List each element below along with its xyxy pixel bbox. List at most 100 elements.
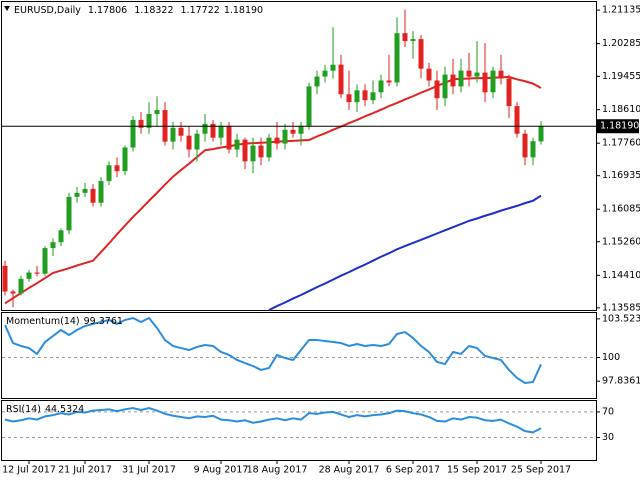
- current-price-label: 1.18190: [600, 121, 639, 132]
- y-tick-label: 1.21135: [602, 5, 640, 16]
- chart-header: EURUSD,Daily 1.17806 1.18322 1.17722 1.18190: [14, 5, 263, 16]
- candle-body: [298, 125, 304, 134]
- candle-body: [226, 125, 232, 150]
- y-tick-label: 1.20285: [602, 38, 640, 49]
- y-tick-label: 1.16935: [602, 170, 640, 181]
- candle-body: [210, 123, 216, 138]
- candle-body: [282, 129, 288, 144]
- y-tick-label: 103.5235: [602, 313, 640, 324]
- x-tick-label: 9 Aug 2017: [194, 465, 249, 476]
- candle-body: [146, 114, 152, 128]
- candle-body: [498, 70, 504, 79]
- candle-body: [490, 70, 496, 93]
- candle-body: [258, 145, 264, 158]
- candle-body: [26, 272, 32, 279]
- candle-body: [170, 127, 176, 142]
- y-tick-label: 1.16085: [602, 204, 640, 215]
- x-tick-label: 6 Sep 2017: [386, 465, 440, 476]
- candle-body: [66, 196, 72, 231]
- candle-body: [218, 125, 224, 138]
- candle-body: [194, 133, 200, 150]
- candle-body: [242, 139, 248, 162]
- candle-body: [450, 74, 456, 87]
- current-price-box: [596, 119, 639, 134]
- candle-body: [50, 242, 56, 249]
- candle-body: [394, 33, 400, 83]
- candle-body: [402, 33, 408, 42]
- indicator-line: [268, 194, 542, 311]
- y-tick-label: 1.19455: [602, 71, 640, 82]
- candle-body: [514, 106, 520, 134]
- candle-body: [90, 188, 96, 203]
- candle-body: [42, 248, 48, 274]
- candle-body: [2, 265, 8, 292]
- candle-body: [306, 86, 312, 126]
- y-tick-label: 1.17760: [602, 138, 640, 149]
- header-value: 1.17722: [181, 5, 220, 16]
- candle-body: [10, 291, 16, 294]
- x-tick-label: 18 Aug 2017: [247, 465, 308, 476]
- y-tick-label: 30: [602, 432, 614, 443]
- y-tick-label: 1.13585: [602, 302, 640, 313]
- indicator-header: RSI(14) 44.5324: [6, 404, 84, 415]
- indicator-value: 44.5324: [45, 404, 84, 415]
- candle-body: [138, 119, 144, 128]
- indicator-header: Momentum(14) 99.3761: [6, 316, 123, 327]
- candle-body: [266, 137, 272, 158]
- x-tick-label: 25 Sep 2017: [511, 465, 571, 476]
- candle-body: [114, 165, 120, 172]
- candle-body: [154, 110, 160, 114]
- candle-body: [530, 141, 536, 158]
- x-tick-label: 12 Jul 2017: [2, 465, 56, 476]
- indicator-title: Momentum(14): [6, 316, 80, 327]
- indicator-line: [4, 317, 542, 384]
- candle-body: [74, 192, 80, 197]
- candle-body: [346, 94, 352, 103]
- chart-title: EURUSD,Daily: [14, 5, 81, 16]
- candle-body: [466, 70, 472, 77]
- candle-body: [186, 135, 192, 150]
- candle-body: [34, 272, 40, 274]
- candle-body: [410, 39, 416, 42]
- candle-body: [122, 147, 128, 172]
- y-tick-label: 70: [602, 406, 614, 417]
- candle-body: [178, 127, 184, 136]
- candle-body: [506, 78, 512, 107]
- candle-body: [386, 80, 392, 83]
- y-tick-label: 1.15260: [602, 236, 640, 247]
- candle-body: [18, 278, 24, 294]
- header-value: 1.18190: [224, 5, 263, 16]
- header-value: 1.17806: [88, 5, 127, 16]
- candle-body: [202, 123, 208, 134]
- x-tick-label: 31 Jul 2017: [122, 465, 176, 476]
- candle-body: [106, 165, 112, 182]
- candle-body: [58, 230, 64, 243]
- candle-body: [522, 133, 528, 158]
- candle-body: [354, 90, 360, 103]
- y-tick-label: 1.18610: [602, 104, 640, 115]
- candle-body: [330, 64, 336, 71]
- candle-body: [474, 72, 480, 77]
- y-tick-label: 1.14410: [602, 270, 640, 281]
- candle-body: [250, 145, 256, 162]
- header-value: 1.18322: [134, 5, 173, 16]
- candle-body: [426, 68, 432, 81]
- rsi-panel-frame: [1, 400, 597, 461]
- momentum-panel-frame: [1, 312, 597, 399]
- candle-body: [98, 181, 104, 203]
- x-tick-label: 15 Sep 2017: [447, 465, 507, 476]
- candle-body: [314, 76, 320, 87]
- candle-body: [458, 70, 464, 87]
- indicator-title: RSI(14): [6, 404, 41, 415]
- symbol-icon: [4, 6, 10, 11]
- indicator-line: [4, 407, 542, 434]
- indicator-value: 99.3761: [84, 316, 123, 327]
- candle-body: [378, 80, 384, 93]
- candle-body: [418, 39, 424, 69]
- y-tick-label: 100: [602, 352, 620, 363]
- candle-body: [290, 129, 296, 134]
- candle-body: [82, 188, 88, 193]
- price-panel-frame: [1, 1, 597, 311]
